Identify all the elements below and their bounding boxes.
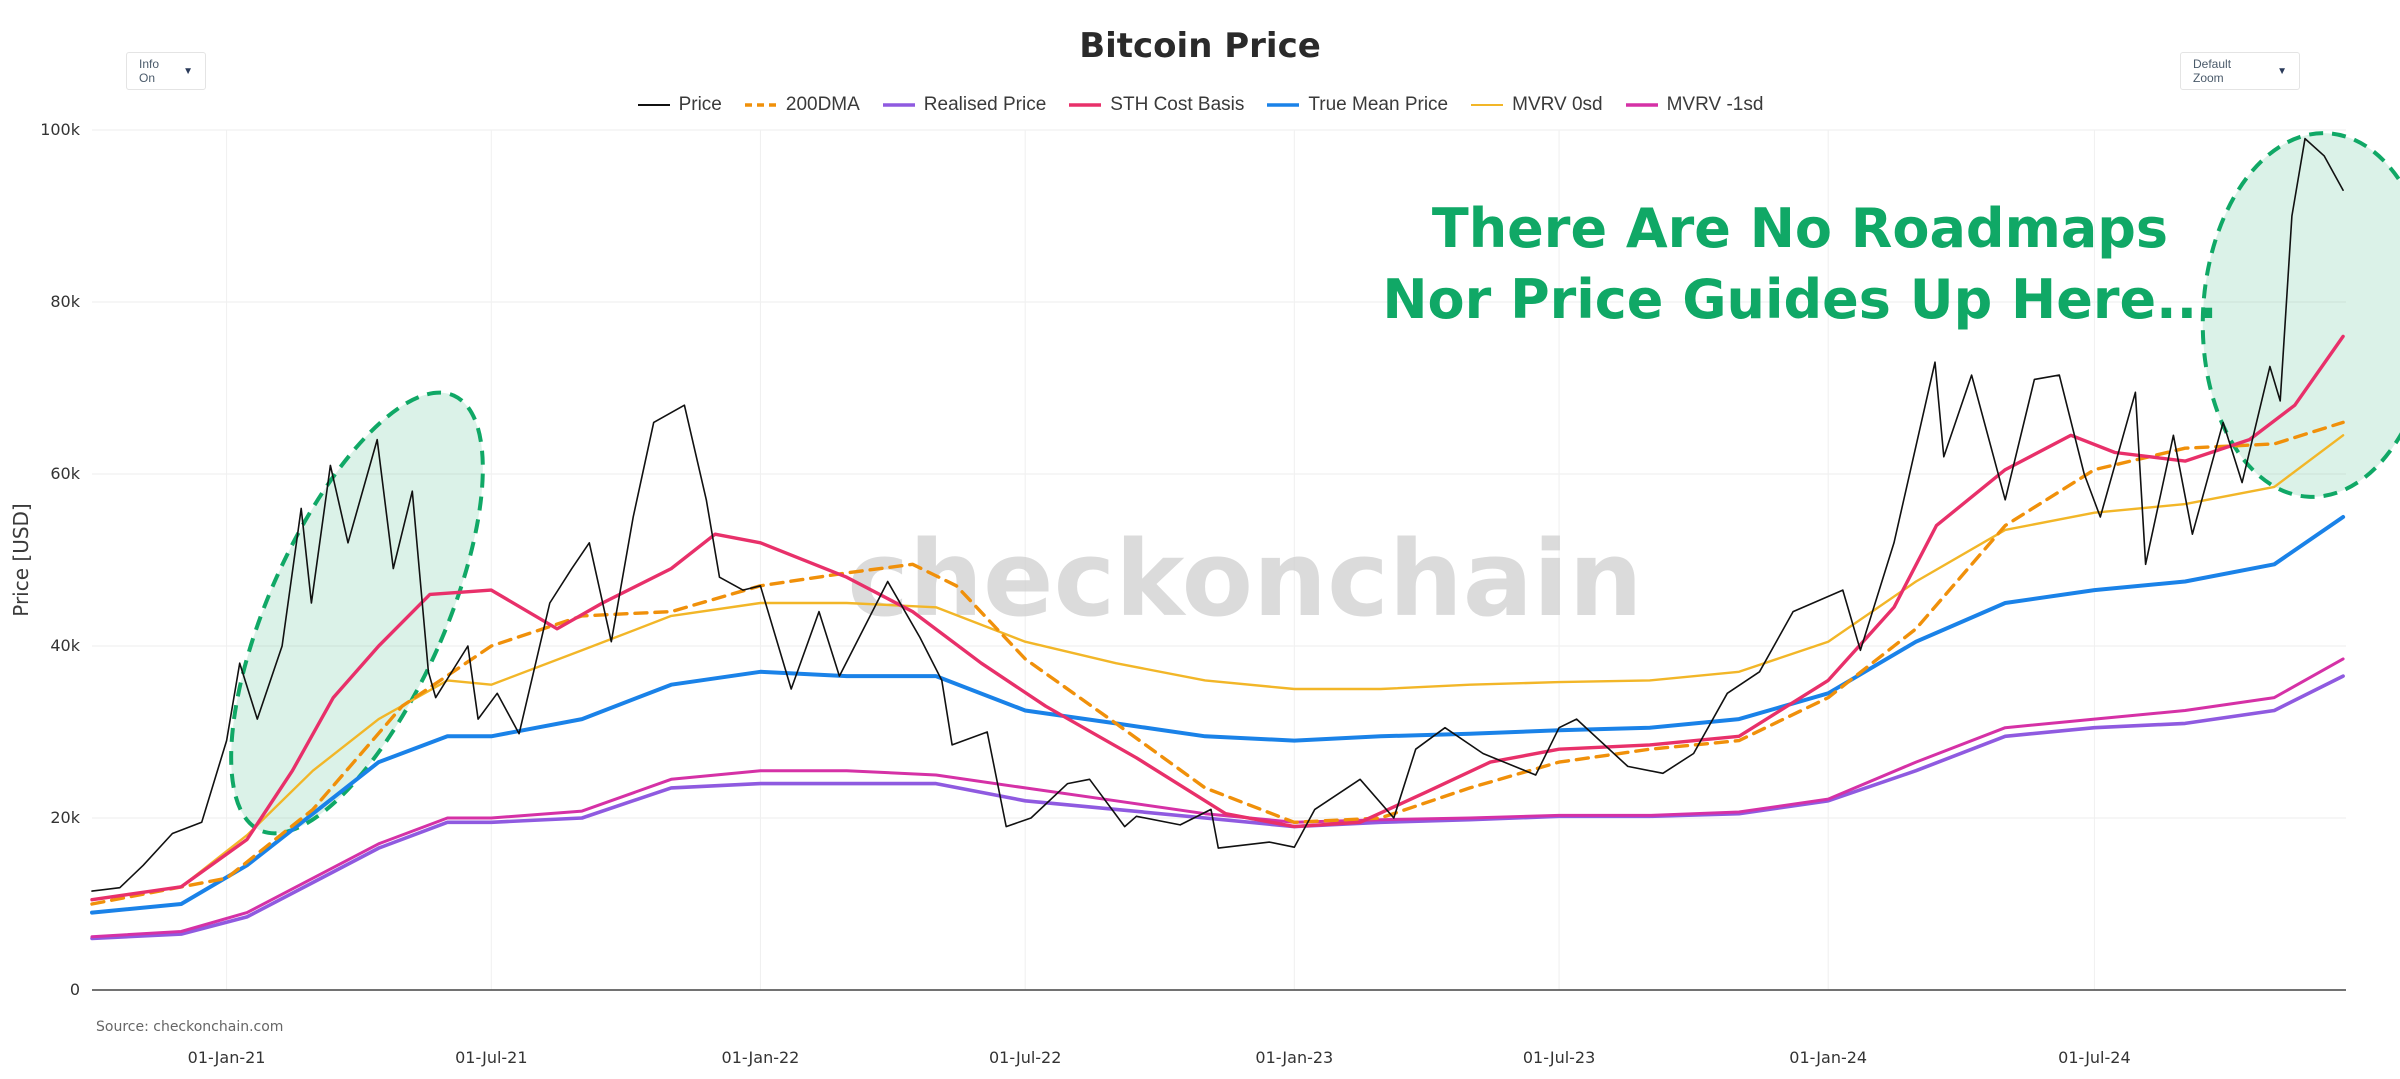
legend-swatch — [1471, 104, 1504, 106]
legend-item[interactable]: STH Cost Basis — [1068, 94, 1244, 116]
series-line-mvrv-0sd — [90, 434, 2345, 901]
info-dropdown[interactable]: Info On ▼ — [126, 52, 206, 90]
legend-label: True Mean Price — [1308, 94, 1449, 115]
watermark: checkonchain — [847, 518, 1642, 640]
y-tick-label: 80k — [50, 292, 80, 311]
legend-label: 200DMA — [785, 94, 860, 115]
legend-swatch — [1625, 103, 1658, 107]
chevron-down-icon: ▼ — [2277, 65, 2287, 77]
x-tick-label: 01-Jul-24 — [2058, 1048, 2130, 1067]
x-tick-label: 01-Jan-23 — [1255, 1048, 1333, 1067]
y-tick-label: 60k — [50, 464, 80, 483]
legend-swatch — [1069, 103, 1102, 107]
legend-label: MVRV -1sd — [1666, 94, 1764, 115]
chart-title: Bitcoin Price — [1079, 26, 1321, 66]
legend-item[interactable]: True Mean Price — [1266, 94, 1448, 116]
legend-label: Price — [678, 94, 722, 115]
legend-label: Realised Price — [923, 94, 1047, 115]
x-tick-label: 01-Jul-21 — [455, 1048, 527, 1067]
series-line-true-mean-price — [90, 515, 2346, 915]
y-tick-label: 20k — [50, 808, 80, 827]
annotation-text-line: There Are No Roadmaps — [1432, 197, 2168, 260]
x-tick-label: 01-Jul-22 — [989, 1048, 1061, 1067]
y-axis-title: Price [USD] — [9, 503, 33, 617]
legend-item[interactable]: Realised Price — [882, 94, 1047, 116]
legend-label: STH Cost Basis — [1110, 94, 1245, 115]
series-line-sth-cost-basis — [90, 334, 2345, 902]
chevron-down-icon: ▼ — [183, 65, 193, 77]
legend-item[interactable]: MVRV 0sd — [1470, 94, 1603, 116]
y-tick-label: 40k — [50, 636, 80, 655]
series-line-realised-price — [90, 674, 2345, 941]
legend-swatch — [637, 104, 670, 106]
y-tick-label: 0 — [70, 980, 80, 999]
chart-legend: Price 200DMA Realised Price STH Cost Basis T… — [0, 94, 2400, 116]
legend-item[interactable]: 200DMA — [744, 94, 860, 116]
highlight-ellipse-2021 — [229, 390, 485, 836]
x-tick-label: 01-Jan-21 — [188, 1048, 266, 1067]
series-line-mvrv-1sd — [90, 657, 2345, 939]
legend-item[interactable]: Price — [637, 94, 722, 116]
zoom-dropdown-label: Default Zoom — [2193, 57, 2232, 85]
x-tick-label: 01-Jan-24 — [1789, 1048, 1867, 1067]
x-tick-label: 01-Jul-23 — [1523, 1048, 1595, 1067]
y-tick-label: 100k — [40, 120, 81, 139]
zoom-dropdown[interactable]: Default Zoom ▼ — [2180, 52, 2300, 90]
info-dropdown-label: Info On — [139, 57, 160, 85]
x-tick-label: 01-Jan-22 — [722, 1048, 800, 1067]
legend-swatch — [882, 103, 915, 107]
legend-swatch — [1267, 103, 1300, 107]
series-line-200dma — [90, 420, 2345, 906]
annotation-text-line: Nor Price Guides Up Here... — [1382, 268, 2217, 331]
series-line-price — [91, 137, 2344, 892]
source-note: Source: checkonchain.com — [96, 1019, 283, 1035]
legend-label: MVRV 0sd — [1512, 94, 1603, 115]
legend-swatch — [744, 103, 777, 107]
legend-item[interactable]: MVRV -1sd — [1625, 94, 1764, 116]
